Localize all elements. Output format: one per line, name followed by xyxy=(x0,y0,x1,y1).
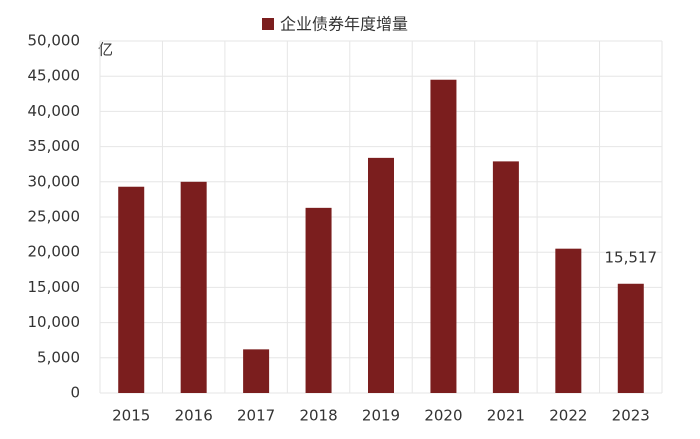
y-tick-label: 45,000 xyxy=(28,67,81,85)
x-tick-label: 2016 xyxy=(175,407,213,425)
y-tick-label: 25,000 xyxy=(28,208,81,226)
bar xyxy=(430,79,457,393)
x-tick-label: 2018 xyxy=(299,407,337,425)
y-tick-label: 50,000 xyxy=(28,32,81,50)
y-tick-label: 10,000 xyxy=(28,313,81,331)
bar xyxy=(118,186,145,393)
bar xyxy=(305,207,332,393)
x-tick-label: 2021 xyxy=(487,407,525,425)
y-tick-label: 15,000 xyxy=(28,278,81,296)
bar xyxy=(617,283,644,393)
y-tick-label: 30,000 xyxy=(28,172,81,190)
x-tick-label: 2017 xyxy=(237,407,275,425)
x-tick-label: 2015 xyxy=(112,407,150,425)
bar xyxy=(180,181,207,393)
x-tick-label: 2019 xyxy=(362,407,400,425)
legend-swatch xyxy=(262,18,274,30)
bar xyxy=(243,349,270,393)
value-label: 15,517 xyxy=(605,248,658,266)
y-tick-label: 5,000 xyxy=(37,348,80,366)
x-tick-label: 2022 xyxy=(549,407,587,425)
bar xyxy=(492,161,519,393)
bar xyxy=(555,248,582,393)
y-tick-label: 20,000 xyxy=(28,243,81,261)
x-tick-label: 2020 xyxy=(424,407,462,425)
y-tick-label: 0 xyxy=(70,384,80,402)
legend-label: 企业债券年度增量 xyxy=(280,15,408,34)
bar xyxy=(368,157,394,393)
x-tick-label: 2023 xyxy=(612,407,650,425)
unit-label: 亿 xyxy=(98,41,113,59)
y-tick-label: 40,000 xyxy=(28,102,81,120)
y-tick-label: 35,000 xyxy=(28,137,81,155)
